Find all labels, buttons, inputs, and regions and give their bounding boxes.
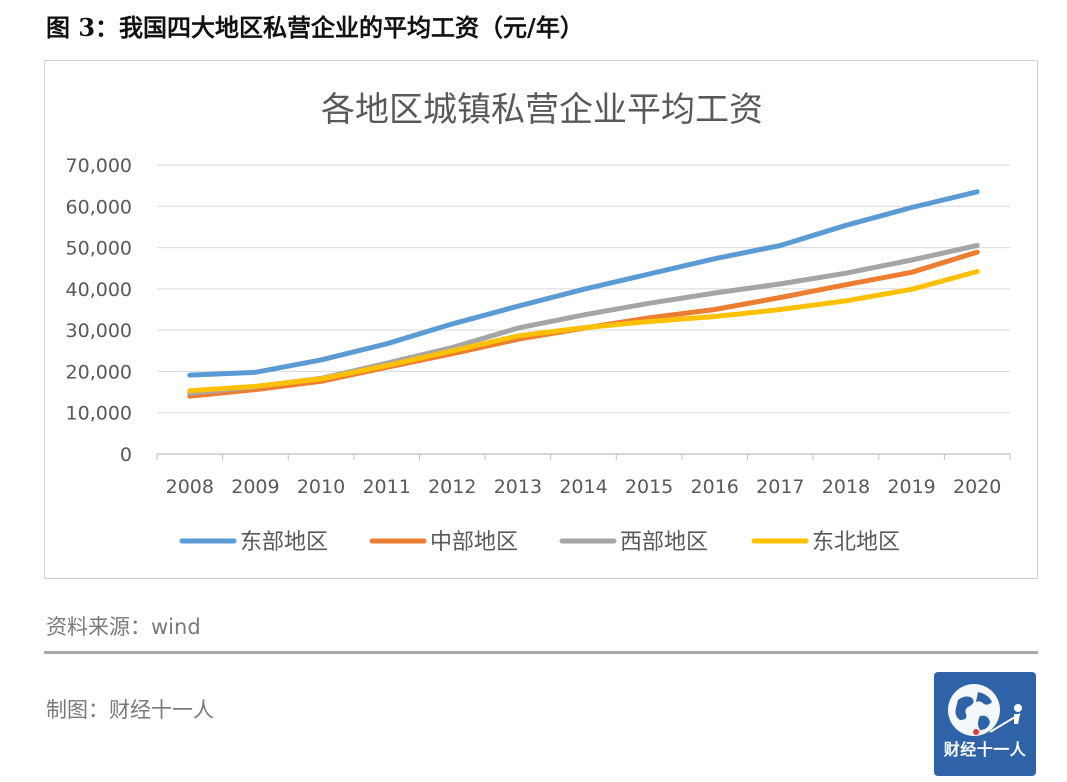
chart-frame: 各地区城镇私营企业平均工资 0 10,000 20,000 30,000 40,000 5… xyxy=(44,60,1038,579)
y-tick-label: 70,000 xyxy=(66,155,132,177)
x-tick-label: 2009 xyxy=(231,476,279,498)
legend-label: 中部地区 xyxy=(430,530,518,555)
series-line xyxy=(187,249,980,399)
y-tick-label: 10,000 xyxy=(66,403,132,425)
x-tick-label: 2016 xyxy=(691,476,739,498)
y-tick-label: 60,000 xyxy=(66,196,132,218)
y-tick-label: 20,000 xyxy=(66,361,132,383)
logo-text: 财经十一人 xyxy=(943,740,1027,759)
x-tick-label: 2018 xyxy=(822,476,870,498)
x-tick-label: 2010 xyxy=(297,476,345,498)
y-tick-label: 0 xyxy=(120,444,132,466)
series-line xyxy=(187,269,980,394)
maker-note: 制图：财经十一人 xyxy=(46,698,214,722)
x-axis: 2008 2009 2010 2011 2012 2013 2014 2015 2016 2017… xyxy=(156,453,1011,498)
y-tick-label: 30,000 xyxy=(66,320,132,342)
x-tick-label: 2012 xyxy=(428,476,476,498)
figure-title: 图 3：我国四大地区私营企业的平均工资（元/年） xyxy=(46,13,584,42)
chart-title: 各地区城镇私营企业平均工资 xyxy=(321,90,763,130)
x-tick-label: 2017 xyxy=(756,476,804,498)
divider-line xyxy=(44,651,1038,654)
x-tick-label: 2013 xyxy=(494,476,542,498)
x-tick-label: 2008 xyxy=(166,476,214,498)
source-note: 资料来源：wind xyxy=(46,615,201,639)
brand-logo: 财经十一人 xyxy=(934,672,1036,776)
y-tick-label: 50,000 xyxy=(66,238,132,260)
globe-icon xyxy=(948,684,1022,736)
legend-label: 西部地区 xyxy=(620,530,708,555)
x-tick-label: 2011 xyxy=(362,476,410,498)
legend: 东部地区 中部地区 西部地区 东北地区 xyxy=(179,530,900,555)
x-tick-label: 2015 xyxy=(625,476,673,498)
x-tick-label: 2019 xyxy=(887,476,935,498)
legend-label: 东部地区 xyxy=(240,530,328,555)
series-lines xyxy=(187,189,980,399)
line-chart: 各地区城镇私营企业平均工资 0 10,000 20,000 30,000 40,000 5… xyxy=(66,90,1011,555)
legend-label: 东北地区 xyxy=(812,530,900,555)
x-tick-label: 2020 xyxy=(953,476,1001,498)
y-axis: 0 10,000 20,000 30,000 40,000 50,000 60,000 70,… xyxy=(66,155,132,466)
y-tick-label: 40,000 xyxy=(66,279,132,301)
series-line xyxy=(187,189,980,378)
x-tick-label: 2014 xyxy=(559,476,607,498)
